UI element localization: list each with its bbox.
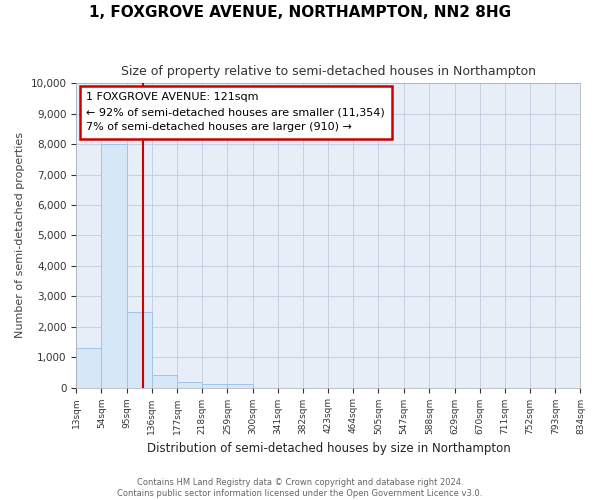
Text: Contains HM Land Registry data © Crown copyright and database right 2024.
Contai: Contains HM Land Registry data © Crown c…	[118, 478, 482, 498]
Bar	[227, 384, 253, 388]
Text: 1 FOXGROVE AVENUE: 121sqm
← 92% of semi-detached houses are smaller (11,354)
7% : 1 FOXGROVE AVENUE: 121sqm ← 92% of semi-…	[86, 92, 385, 132]
Bar	[177, 382, 202, 388]
Text: 1, FOXGROVE AVENUE, NORTHAMPTON, NN2 8HG: 1, FOXGROVE AVENUE, NORTHAMPTON, NN2 8HG	[89, 5, 511, 20]
Title: Size of property relative to semi-detached houses in Northampton: Size of property relative to semi-detach…	[121, 65, 536, 78]
Bar	[202, 384, 227, 388]
X-axis label: Distribution of semi-detached houses by size in Northampton: Distribution of semi-detached houses by …	[146, 442, 510, 455]
Bar	[76, 348, 101, 388]
Bar	[152, 376, 177, 388]
Bar	[101, 144, 127, 388]
Bar	[127, 312, 152, 388]
Y-axis label: Number of semi-detached properties: Number of semi-detached properties	[15, 132, 25, 338]
